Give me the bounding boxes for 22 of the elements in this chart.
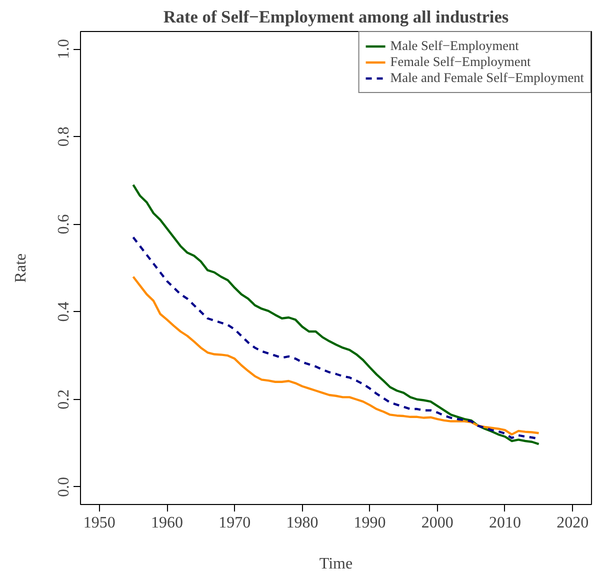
x-tick-label: 1980 <box>286 514 318 532</box>
legend-label: Male and Female Self−Employment <box>390 70 584 86</box>
y-tick-label: 0.8 <box>56 126 72 147</box>
y-tick-label: 0.0 <box>56 476 72 497</box>
x-tick-label: 1950 <box>83 514 116 532</box>
x-tick-label: 2010 <box>488 514 521 532</box>
y-tick-label: 0.4 <box>56 302 72 322</box>
x-tick-label: 1960 <box>151 514 184 532</box>
x-axis-title: Time <box>319 556 353 572</box>
chart-title: Rate of Self−Employment among all industries <box>163 8 509 26</box>
y-tick-label: 0.6 <box>56 214 72 234</box>
x-tick-label: 1970 <box>218 514 251 532</box>
legend-label: Male Self−Employment <box>390 38 519 54</box>
x-tick-label: 1990 <box>354 514 386 532</box>
y-tick-label: 1.0 <box>56 39 72 60</box>
y-axis-title: Rate <box>12 253 30 283</box>
line-series <box>132 184 540 446</box>
x-tick-label: 2000 <box>421 514 454 532</box>
y-tick-label: 0.2 <box>56 389 72 410</box>
legend-label: Female Self−Employment <box>390 54 531 70</box>
line-series <box>132 276 540 436</box>
x-tick-label: 2020 <box>556 514 589 532</box>
